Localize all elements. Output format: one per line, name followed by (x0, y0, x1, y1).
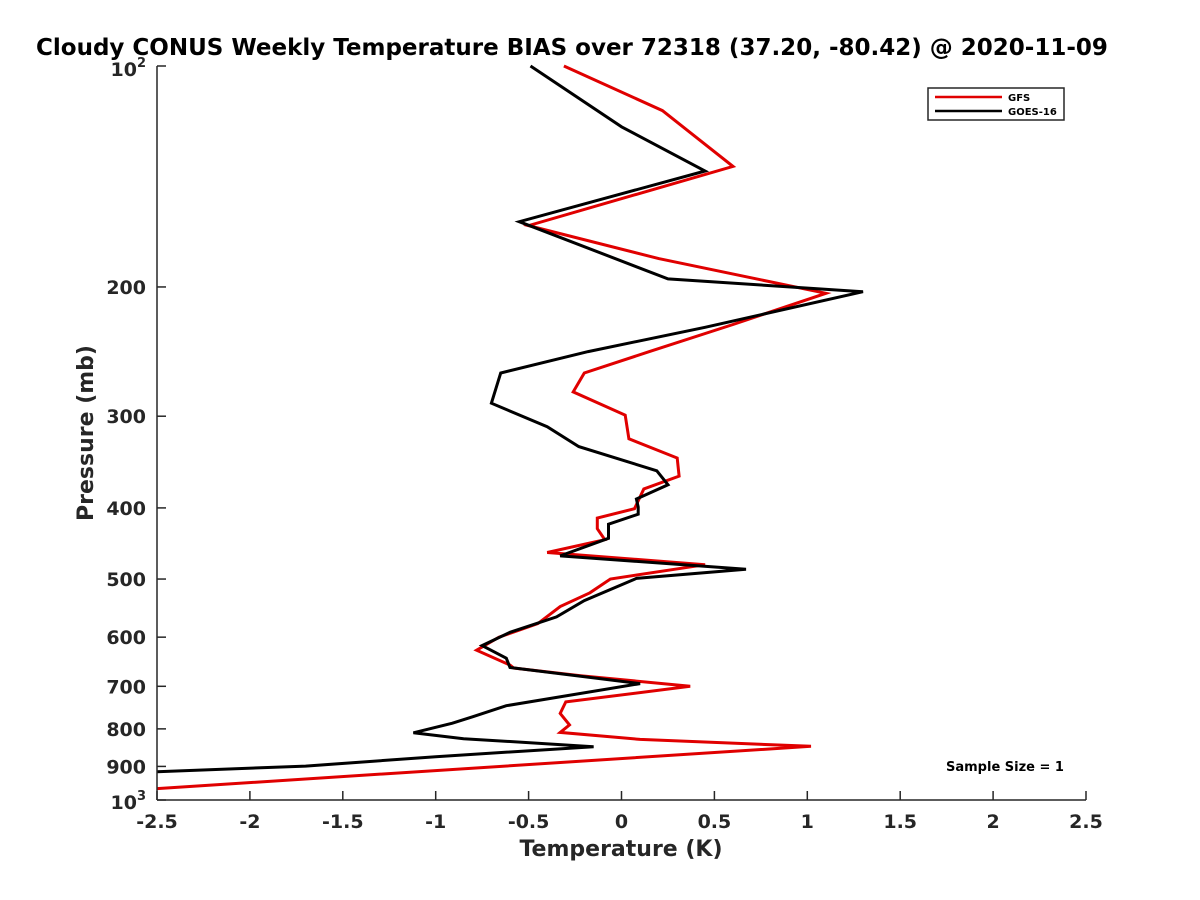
x-tick-label: -1.5 (322, 811, 364, 833)
y-tick-label: 700 (106, 676, 146, 698)
y-bottom-tick-label: 103 (111, 789, 147, 814)
legend: GFS GOES-16 (927, 87, 1065, 121)
series-line-gfs (156, 64, 832, 791)
legend-box (927, 87, 1065, 121)
x-tick-label: 2 (986, 811, 999, 833)
x-tick-label: -0.5 (508, 811, 550, 833)
series-line-goes16 (156, 64, 864, 774)
y-axis-label: Pressure (mb) (74, 345, 99, 521)
y-tick-label: 300 (106, 406, 146, 428)
plot-area (156, 64, 864, 791)
x-tick-label: 0.5 (698, 811, 732, 833)
y-tick-label: 800 (106, 719, 146, 741)
x-tick-label: 2.5 (1069, 811, 1103, 833)
x-axis-label: Temperature (K) (519, 837, 722, 862)
y-ticks: 200 300 400 500 600 700 800 900 (106, 65, 166, 801)
x-tick-label: -2.5 (136, 811, 178, 833)
y-tick-label: 500 (106, 569, 146, 591)
x-tick-label: -2 (239, 811, 260, 833)
y-tick-label: 600 (106, 627, 146, 649)
x-tick-label: 1.5 (883, 811, 917, 833)
y-tick-label: 200 (106, 277, 146, 299)
x-ticks: -2.5 -2 -1.5 -1 -0.5 0 0.5 1 1.5 2 2.5 (136, 791, 1103, 833)
y-tick-label: 900 (106, 756, 146, 778)
x-tick-label: 0 (615, 811, 628, 833)
y-top-tick-label: 102 (111, 56, 147, 81)
x-tick-label: 1 (801, 811, 814, 833)
y-tick-label: 400 (106, 498, 146, 520)
legend-label-gfs: GFS (1008, 93, 1030, 104)
legend-label-goes16: GOES-16 (1008, 107, 1057, 118)
chart-title: Cloudy CONUS Weekly Temperature BIAS ove… (36, 35, 1108, 61)
x-tick-label: -1 (425, 811, 446, 833)
sample-size-annotation: Sample Size = 1 (946, 760, 1064, 775)
